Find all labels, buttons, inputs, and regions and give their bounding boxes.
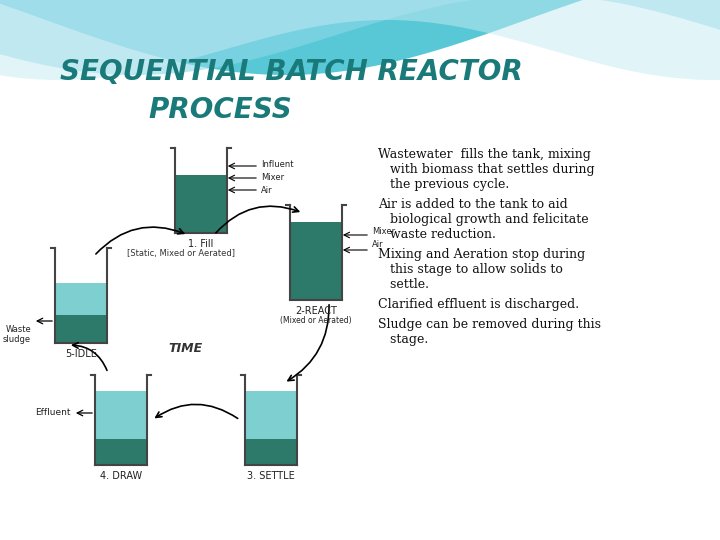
Text: with biomass that settles during: with biomass that settles during [378,163,595,176]
Bar [55,283,107,315]
Text: 3. SETTLE: 3. SETTLE [247,471,295,481]
Text: 2-REACT: 2-REACT [295,306,337,316]
Bar [175,175,227,233]
Text: 4. DRAW: 4. DRAW [100,471,142,481]
Text: Influent
Mixer
Air: Influent Mixer Air [261,160,294,195]
Polygon shape [0,0,720,75]
Text: Mixing and Aeration stop during: Mixing and Aeration stop during [378,248,585,261]
Text: Wastewater  fills the tank, mixing: Wastewater fills the tank, mixing [378,148,591,161]
Bar [245,439,297,465]
Text: Air is added to the tank to aid: Air is added to the tank to aid [378,198,568,211]
Text: PROCESS: PROCESS [148,96,292,124]
Polygon shape [0,0,720,80]
Bar [95,439,147,465]
Text: (Mixed or Aerated): (Mixed or Aerated) [280,316,352,325]
Text: SEQUENTIAL BATCH REACTOR: SEQUENTIAL BATCH REACTOR [60,58,523,86]
Text: Clarified effluent is discharged.: Clarified effluent is discharged. [378,298,579,311]
Text: [Static, Mixed or Aerated]: [Static, Mixed or Aerated] [127,249,235,258]
Text: TIME: TIME [168,341,202,354]
Bar [290,222,342,300]
Text: 5-IDLE: 5-IDLE [65,349,97,359]
Text: Waste
sludge: Waste sludge [3,325,31,345]
Polygon shape [0,0,720,75]
Text: Sludge can be removed during this: Sludge can be removed during this [378,318,601,331]
Text: 1. Fill: 1. Fill [189,239,214,249]
Bar [95,391,147,439]
Text: biological growth and felicitate: biological growth and felicitate [378,213,589,226]
Text: the previous cycle.: the previous cycle. [378,178,509,191]
Text: settle.: settle. [378,278,429,291]
Text: waste reduction.: waste reduction. [378,228,496,241]
Bar [55,315,107,343]
Text: stage.: stage. [378,333,428,346]
Text: this stage to allow solids to: this stage to allow solids to [378,263,563,276]
Text: Effluent: Effluent [35,408,71,417]
Bar [245,391,297,439]
Text: Mixer
Air: Mixer Air [372,227,395,249]
